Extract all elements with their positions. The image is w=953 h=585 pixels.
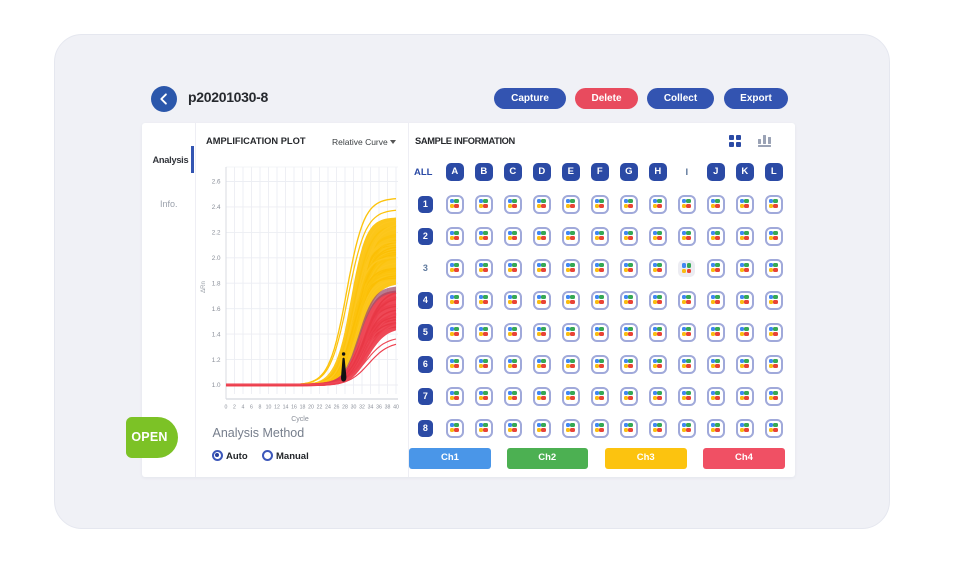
svg-text:2.2: 2.2 [212,230,221,237]
svg-text:0: 0 [225,405,228,411]
svg-text:1.2: 1.2 [212,357,221,364]
svg-text:10: 10 [266,405,272,411]
svg-text:8: 8 [259,405,262,411]
svg-text:2: 2 [233,405,236,411]
svg-text:24: 24 [325,405,331,411]
svg-text:ΔRn: ΔRn [201,281,207,293]
svg-text:38: 38 [385,405,391,411]
svg-text:Cycle: Cycle [291,416,309,423]
svg-text:1.0: 1.0 [212,382,221,389]
svg-text:12: 12 [274,405,280,411]
svg-text:40: 40 [393,405,399,411]
svg-text:34: 34 [368,405,374,411]
svg-text:4: 4 [242,405,245,411]
svg-text:2.4: 2.4 [212,204,221,211]
svg-text:22: 22 [317,405,323,411]
svg-text:16: 16 [291,405,297,411]
svg-text:2.6: 2.6 [212,179,221,186]
svg-text:26: 26 [334,405,340,411]
svg-text:14: 14 [283,405,289,411]
svg-text:32: 32 [359,405,365,411]
svg-text:28: 28 [342,405,348,411]
svg-text:1.6: 1.6 [212,306,221,313]
svg-text:2.0: 2.0 [212,255,221,262]
svg-text:30: 30 [351,405,357,411]
svg-text:1.4: 1.4 [212,331,221,338]
svg-text:18: 18 [300,405,306,411]
svg-text:20: 20 [308,405,314,411]
svg-text:36: 36 [376,405,382,411]
svg-text:6: 6 [250,405,253,411]
svg-text:1.8: 1.8 [212,280,221,287]
